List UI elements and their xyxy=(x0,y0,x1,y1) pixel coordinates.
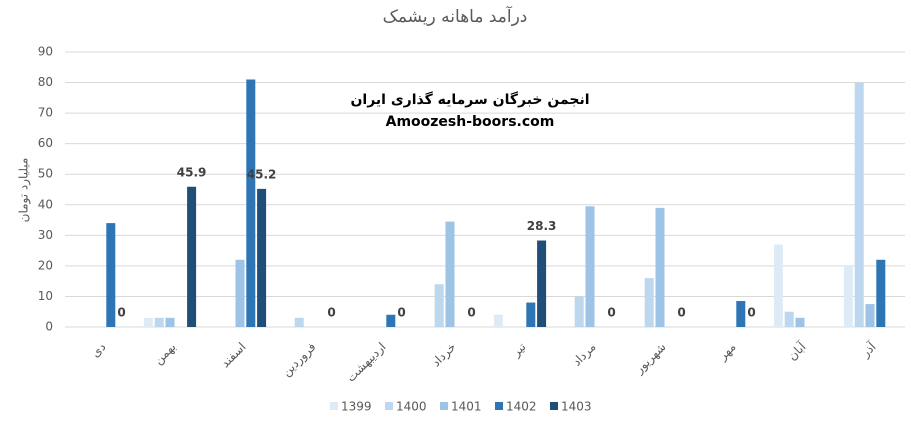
data-label: 0 xyxy=(607,306,615,320)
bar xyxy=(165,317,175,327)
bar xyxy=(434,284,444,327)
bar xyxy=(854,82,864,327)
bar xyxy=(843,265,853,327)
legend-label: 1403 xyxy=(561,400,592,414)
bar xyxy=(106,223,116,327)
bar xyxy=(257,188,267,327)
data-label: 0 xyxy=(467,306,475,320)
legend-label: 1402 xyxy=(506,400,537,414)
legend-label: 1400 xyxy=(396,400,427,414)
bar xyxy=(493,314,503,327)
x-tick-label: تیر xyxy=(508,340,529,361)
data-label: 0 xyxy=(677,306,685,320)
data-label: 0 xyxy=(327,306,335,320)
x-tick-label: فروردین xyxy=(279,340,319,380)
x-tick-label: اسفند xyxy=(218,340,249,371)
data-label: 0 xyxy=(397,306,405,320)
legend-swatch xyxy=(550,402,558,410)
data-label: 0 xyxy=(117,306,125,320)
bar xyxy=(773,244,783,327)
bar xyxy=(784,311,794,327)
bar xyxy=(865,304,875,327)
legend-swatch xyxy=(385,402,393,410)
y-tick-label: 10 xyxy=(38,289,53,303)
bar xyxy=(655,207,665,327)
legend-label: 1401 xyxy=(451,400,482,414)
bar xyxy=(736,301,746,327)
x-tick-label: شهریور xyxy=(631,340,669,378)
x-tick-label: مرداد xyxy=(570,340,600,370)
bar xyxy=(574,296,584,327)
bar xyxy=(537,240,547,327)
chart-title: درآمد ماهانه ریشمک xyxy=(383,5,528,27)
legend-swatch xyxy=(330,402,338,410)
y-tick-label: 90 xyxy=(38,45,53,59)
data-label: 45.9 xyxy=(177,165,207,179)
x-tick-label: بهمن xyxy=(151,340,179,368)
bar xyxy=(445,221,455,327)
y-tick-label: 30 xyxy=(38,228,53,242)
bar xyxy=(386,314,396,327)
x-tick-label: اردیبهشت xyxy=(344,340,390,386)
bar xyxy=(876,259,886,327)
y-tick-label: 50 xyxy=(38,167,53,181)
y-tick-label: 60 xyxy=(38,136,53,150)
bar xyxy=(143,317,153,327)
y-tick-label: 70 xyxy=(38,106,53,120)
bar xyxy=(294,317,304,327)
bar xyxy=(235,259,245,327)
bar xyxy=(795,317,805,327)
bar xyxy=(526,302,536,327)
annotation: انجمن خبرگان سرمایه گذاری ایران xyxy=(350,91,589,108)
x-tick-label: خرداد xyxy=(429,340,459,370)
y-tick-label: 40 xyxy=(38,197,53,211)
annotation: Amoozesh-boors.com xyxy=(386,114,555,130)
x-tick-label: مهر xyxy=(715,340,739,364)
bar xyxy=(644,278,654,327)
bar xyxy=(585,206,595,327)
bar xyxy=(246,79,256,327)
y-tick-label: 0 xyxy=(45,320,53,334)
legend-label: 1399 xyxy=(341,400,372,414)
x-tick-label: آبان xyxy=(784,339,809,364)
y-tick-label: 80 xyxy=(38,75,53,89)
bar xyxy=(187,186,197,327)
legend-swatch xyxy=(495,402,503,410)
data-label: 45.2 xyxy=(247,167,277,181)
x-tick-label: آذر xyxy=(857,339,880,362)
bar xyxy=(154,317,164,327)
y-tick-label: 20 xyxy=(38,258,53,272)
data-label: 28.3 xyxy=(527,219,557,233)
legend-swatch xyxy=(440,402,448,410)
y-axis-label: میلیارد تومان xyxy=(17,158,32,223)
x-tick-label: دی xyxy=(88,340,108,360)
data-label: 0 xyxy=(747,306,755,320)
